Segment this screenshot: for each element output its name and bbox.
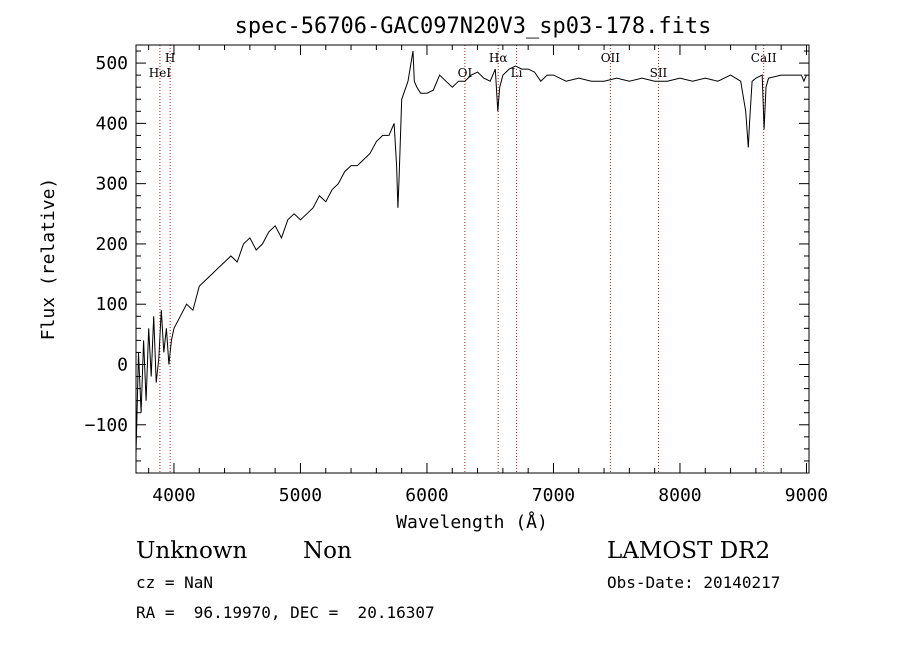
plot-frame (135, 44, 810, 474)
y-tick-label-2: 100 (95, 294, 128, 315)
y-tick-label-4: 300 (95, 174, 128, 195)
y-tick-label-5: 400 (95, 113, 128, 134)
line-label-0: HeI (149, 66, 172, 80)
x-tick-label-1: 5000 (279, 485, 322, 506)
x-tick-label-0: 4000 (152, 485, 195, 506)
y-axis-ticks: −100 0 100 200 300 400 500 (85, 50, 809, 462)
x-axis-ticks: 4000 5000 6000 7000 8000 9000 (148, 45, 828, 506)
y-axis-label: Flux (relative) (38, 178, 59, 341)
line-label-4: Li (511, 66, 523, 80)
obs-date-text: Obs-Date: 20140217 (607, 573, 781, 592)
line-label-1: H (165, 51, 175, 65)
y-tick-label-3: 200 (95, 234, 128, 255)
object-subclass-label: Non (303, 538, 352, 564)
y-tick-label-1: 0 (117, 354, 128, 375)
line-label-2: OI (458, 66, 473, 80)
survey-label: LAMOST DR2 (607, 538, 771, 564)
line-label-3: Hα (489, 51, 508, 65)
coordinates-text: RA = 96.19970, DEC = 20.16307 (136, 603, 435, 622)
spectrum-line (135, 50, 807, 455)
x-tick-label-4: 8000 (658, 485, 701, 506)
line-label-6: SII (650, 66, 668, 80)
line-label-7: CaII (751, 51, 777, 65)
line-label-5: OII (601, 51, 621, 65)
x-tick-label-3: 7000 (532, 485, 575, 506)
x-tick-label-2: 6000 (405, 485, 448, 506)
redshift-text: cz = NaN (136, 573, 214, 592)
x-axis-label: Wavelength (Å) (396, 511, 548, 533)
y-tick-label-0: −100 (85, 415, 128, 436)
chart-title: spec-56706-GAC097N20V3_sp03-178.fits (235, 14, 712, 39)
x-tick-label-5: 9000 (785, 485, 828, 506)
spectral-line-markers (159, 45, 765, 473)
object-class-label: Unknown (136, 538, 248, 564)
y-tick-label-6: 500 (95, 53, 128, 74)
